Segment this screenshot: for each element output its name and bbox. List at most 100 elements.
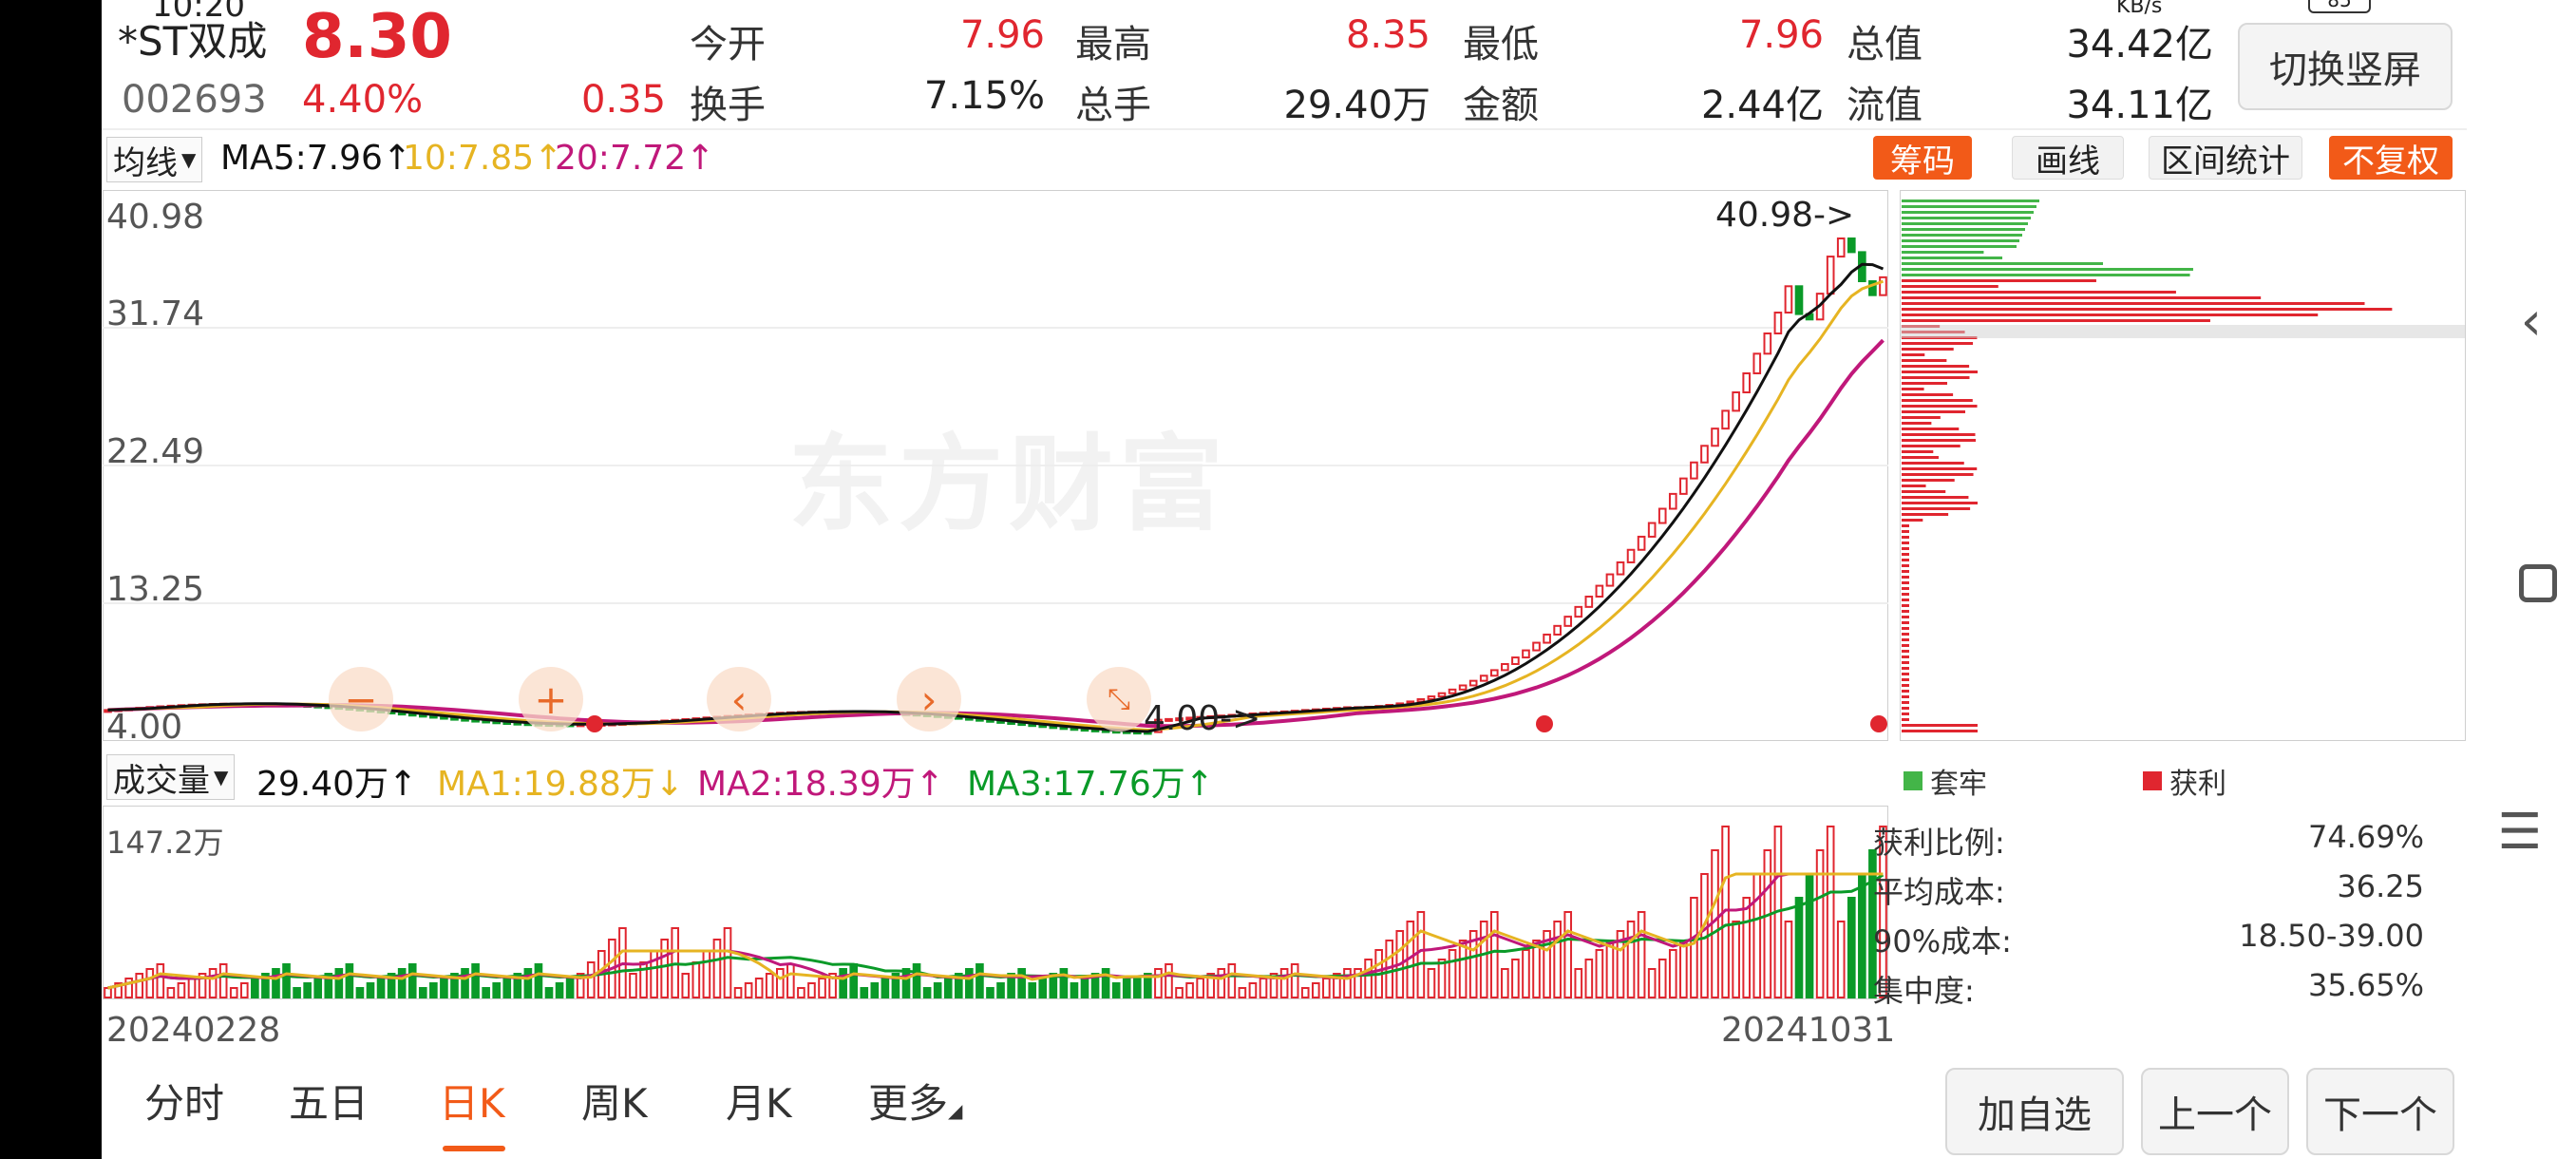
tab-intraday[interactable]: 分时 — [144, 1080, 225, 1127]
volume-bar — [429, 982, 438, 998]
chip-bar — [1902, 319, 2210, 322]
volume-bar — [1080, 978, 1089, 998]
battery-icon: 85 — [2308, 0, 2371, 13]
ma20-line — [107, 338, 1885, 729]
chip-bar — [1902, 576, 1909, 579]
home-icon[interactable] — [2519, 564, 2557, 602]
chip-bar — [1902, 695, 1909, 698]
volume-value: 29.40万 — [1283, 84, 1430, 127]
tab-five-day[interactable]: 五日 — [289, 1080, 369, 1127]
volume-bar — [104, 987, 112, 998]
volume-bar — [1028, 982, 1037, 998]
chip-bar — [1902, 616, 1909, 618]
volume-bar — [440, 978, 448, 998]
chip-bar — [1902, 524, 1909, 527]
chip-bar — [1902, 211, 2034, 214]
volume-bar — [1532, 940, 1541, 998]
volume-bar — [744, 982, 753, 998]
turnover-value: 7.15% — [923, 74, 1045, 118]
volume-bar — [544, 987, 554, 998]
volume-bar — [1416, 911, 1426, 998]
volume-bar — [1038, 978, 1048, 998]
back-icon[interactable]: ‹ — [2520, 291, 2542, 352]
volume-value: 29.40万↑ — [256, 765, 418, 804]
volume-bar — [461, 968, 469, 998]
signal-dot — [1870, 715, 1887, 732]
volume-bar — [345, 963, 354, 998]
candle — [1742, 371, 1752, 394]
chips-distribution — [1900, 200, 2466, 732]
tab-daily-k[interactable]: 日K — [439, 1080, 505, 1127]
candle — [1563, 616, 1573, 627]
volume-bar — [839, 968, 847, 998]
volume-bar — [629, 973, 637, 998]
add-watchlist-button[interactable]: 加自选 — [1945, 1068, 2124, 1155]
volume-bar — [251, 978, 259, 998]
chip-bar — [1902, 342, 1974, 345]
chips-button[interactable]: 筹码 — [1873, 136, 1972, 180]
chip-bar — [1902, 251, 1984, 254]
indicator-select[interactable]: 均线 ▼ — [106, 137, 203, 182]
chip-bar — [1902, 302, 2365, 305]
candle — [1700, 445, 1709, 464]
zoom-out-button[interactable]: − — [329, 667, 393, 732]
volume-bar — [187, 978, 197, 998]
volume-bar — [586, 961, 596, 998]
chip-bar — [1902, 593, 1909, 596]
volume-bar — [1217, 968, 1226, 998]
avg-cost-band — [1900, 325, 2466, 338]
volume-bar — [1007, 973, 1015, 998]
tab-weekly-k[interactable]: 周K — [581, 1080, 648, 1127]
chip-bar — [1902, 724, 1978, 727]
volume-bar — [492, 982, 502, 998]
volume-bar — [1279, 968, 1289, 998]
volume-select[interactable]: 成交量 ▼ — [106, 754, 236, 800]
legend-profit-label: 获利 — [2169, 768, 2226, 801]
candle — [1616, 560, 1625, 576]
chip-bar — [1902, 638, 1909, 641]
volume-bar — [1144, 973, 1152, 998]
chip-bar — [1902, 456, 1939, 459]
volume-bar — [986, 987, 994, 998]
volume-bar — [1290, 963, 1299, 998]
chip-bar — [1902, 547, 1909, 550]
volume-panel[interactable] — [103, 806, 1888, 999]
recents-icon[interactable]: ☰ — [2497, 804, 2542, 861]
tab-more[interactable]: 更多◢ — [868, 1072, 962, 1130]
volume-bar — [124, 978, 133, 998]
next-stock-button[interactable]: 下一个 — [2306, 1068, 2454, 1155]
no-adjust-button[interactable]: 不复权 — [2329, 136, 2453, 180]
candle — [1543, 633, 1551, 644]
volume-bar — [849, 963, 859, 998]
range-stats-button[interactable]: 区间统计 — [2149, 136, 2302, 180]
volume-bar — [1427, 968, 1436, 998]
scroll-right-button[interactable]: › — [897, 667, 961, 732]
chip-bar — [1902, 707, 1909, 710]
price-axis-0: 40.98 — [106, 198, 205, 237]
tab-monthly-k[interactable]: 月K — [726, 1080, 792, 1127]
price-axis-1: 31.74 — [106, 294, 205, 333]
collapse-icon[interactable]: ⤡ — [1087, 667, 1151, 732]
scroll-left-button[interactable]: ‹ — [707, 667, 771, 732]
draw-line-button[interactable]: 画线 — [2012, 136, 2124, 180]
zoom-in-button[interactable]: + — [519, 667, 583, 732]
chip-bar — [1902, 291, 2176, 294]
chip-bar — [1902, 473, 1974, 476]
kline-chart[interactable] — [103, 190, 1888, 741]
prev-stock-button[interactable]: 上一个 — [2141, 1068, 2289, 1155]
chip-bar — [1902, 359, 1947, 362]
volume-bar — [870, 982, 880, 998]
volume-bar — [1858, 873, 1866, 998]
candle — [1574, 605, 1583, 618]
volume-bar — [355, 987, 365, 998]
stat-90-cost: 90%成本: 18.50-39.00 — [1873, 918, 2424, 961]
candle — [1711, 428, 1719, 447]
volume-chart[interactable] — [103, 806, 1888, 999]
signal-dot — [1536, 715, 1553, 732]
chip-bar — [1902, 604, 1909, 607]
high-value: 8.35 — [1345, 13, 1430, 57]
volume-bar — [1185, 982, 1194, 998]
switch-portrait-button[interactable]: 切换竖屏 — [2238, 23, 2453, 110]
volume-label: 总手 — [1075, 84, 1151, 127]
chip-bar — [1902, 627, 1909, 630]
